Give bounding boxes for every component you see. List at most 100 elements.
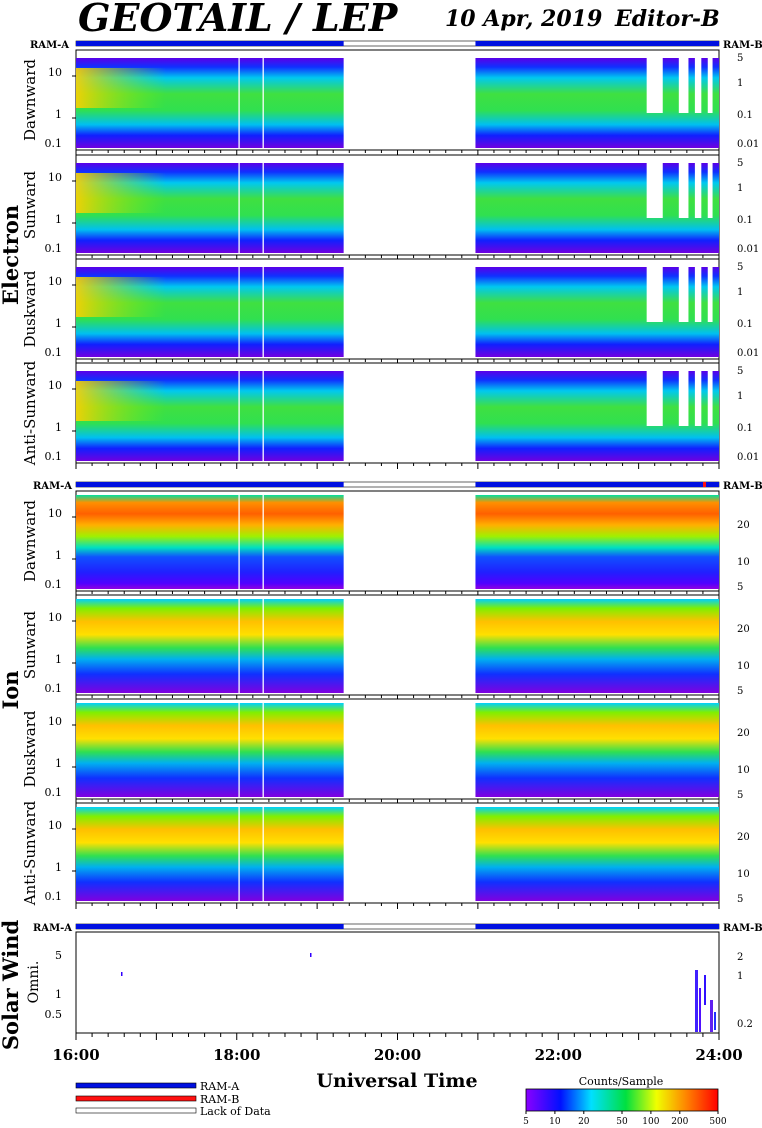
left-tick: 1	[55, 317, 62, 330]
right-tick: 5	[737, 686, 743, 697]
left-tick: 1	[55, 988, 62, 1001]
mode-label-right: RAM-B	[723, 481, 762, 492]
left-tick: 0.1	[45, 890, 63, 903]
right-tick: 20	[737, 728, 750, 739]
left-tick: 0.5	[45, 1008, 63, 1021]
right-tick: 5	[737, 582, 743, 593]
legend-item-lack-of-data: Lack of Data	[200, 1105, 271, 1118]
left-tick: 1	[55, 549, 62, 562]
left-tick: 10	[48, 171, 62, 184]
right-tick: 0.01	[737, 244, 759, 255]
right-tick: 5	[737, 790, 743, 801]
left-tick: 10	[48, 379, 62, 392]
mode-bar-electron: RAM-A RAM-B	[30, 40, 762, 51]
panel-label: Duskward	[21, 710, 39, 787]
right-tick: 0.1	[737, 110, 753, 121]
left-tick: 10	[48, 66, 62, 79]
right-tick: 10	[737, 661, 750, 672]
panel-solar-wind-omni: Omni. 5 1 0.5 2 1 0.2	[26, 931, 753, 1034]
mode-label-left: RAM-A	[33, 481, 72, 492]
right-tick: 1	[737, 391, 743, 402]
colorbar-tick: 100	[642, 1117, 659, 1127]
right-tick: 5	[737, 366, 743, 377]
left-tick: 10	[48, 275, 62, 288]
mode-label-left: RAM-A	[30, 40, 69, 51]
panel-label: Sunward	[21, 611, 39, 680]
right-tick: 20	[737, 520, 750, 531]
right-tick: 1	[737, 287, 743, 298]
spectrogram-panels: Dawnward 10 1 0.1 5 1 0.1 0.01 Sunward 10 1 0.1 5 1 0.…	[21, 49, 759, 909]
time-tick-label: 24:00	[695, 1046, 742, 1064]
plot-editor: Editor-B	[614, 6, 720, 32]
time-tick-label: 18:00	[213, 1046, 260, 1064]
left-tick: 10	[48, 819, 62, 832]
left-tick: 0.1	[45, 137, 63, 150]
panel-electron-anti-sunward: Anti-Sunward 10 1 0.1 5 1 0.1 0.01	[21, 360, 759, 469]
mode-bar-solar-wind: RAM-A RAM-B	[33, 923, 762, 934]
right-tick: 0.01	[737, 139, 759, 150]
plot-date: 10 Apr, 2019	[445, 6, 602, 32]
mode-label-right: RAM-B	[723, 923, 762, 934]
right-tick: 0.1	[737, 319, 753, 330]
left-tick: 10	[48, 507, 62, 520]
right-tick: 5	[737, 158, 743, 169]
left-tick: 0.1	[45, 682, 63, 695]
right-tick: 10	[737, 765, 750, 776]
mode-label-left: RAM-A	[33, 923, 72, 934]
left-tick: 10	[48, 611, 62, 624]
right-tick: 10	[737, 869, 750, 880]
right-tick: 20	[737, 832, 750, 843]
left-tick: 0.1	[45, 786, 63, 799]
mode-legend: RAM-A RAM-B Lack of Data	[75, 1080, 271, 1118]
colorbar-tick: 5	[523, 1117, 529, 1127]
left-tick: 0.1	[45, 346, 63, 359]
time-tick-label: 22:00	[535, 1046, 582, 1064]
mode-bar-ion: RAM-A RAM-B	[33, 481, 762, 492]
time-axis: 16:00 18:00 20:00 22:00 24:00	[52, 1033, 743, 1064]
panel-label: Anti-Sunward	[21, 360, 39, 466]
right-tick: 1	[737, 183, 743, 194]
mode-label-right: RAM-B	[723, 40, 762, 51]
right-tick: 0.1	[737, 423, 753, 434]
right-tick: 5	[737, 894, 743, 905]
right-tick: 5	[737, 262, 743, 273]
panel-label: Duskward	[21, 270, 39, 347]
time-tick-label: 16:00	[52, 1046, 99, 1064]
left-tick: 1	[55, 213, 62, 226]
group-label-ion: Ion	[0, 670, 23, 709]
colorbar-tick: 50	[616, 1117, 628, 1127]
colorbar: Counts/Sample 5 10 20 50 100 200 500	[523, 1075, 727, 1127]
panel-label: Dawnward	[21, 59, 39, 141]
right-tick: 5	[737, 53, 743, 64]
colorbar-title: Counts/Sample	[579, 1075, 664, 1088]
panel-ion-dawnward: Dawnward 10 1 0.1 20 10 5	[21, 490, 750, 597]
left-tick: 1	[55, 108, 62, 121]
legend-item-ram-b: RAM-B	[200, 1093, 239, 1106]
panel-ion-sunward: Sunward 10 1 0.1 20 10 5	[21, 594, 750, 701]
right-tick: 10	[737, 557, 750, 568]
panel-electron-duskward: Duskward 10 1 0.1 5 1 0.1 0.01	[21, 258, 759, 365]
right-tick: 0.01	[737, 348, 759, 359]
left-tick: 1	[55, 757, 62, 770]
left-tick: 0.1	[45, 450, 63, 463]
colorbar-tick: 10	[549, 1117, 561, 1127]
panel-label: Anti-Sunward	[21, 800, 39, 906]
left-tick: 5	[55, 949, 62, 962]
time-tick-label: 20:00	[374, 1046, 421, 1064]
right-tick: 1	[737, 78, 743, 89]
right-tick: 0.01	[737, 452, 759, 463]
right-tick: 20	[737, 624, 750, 635]
panel-label: Sunward	[21, 171, 39, 240]
left-tick: 10	[48, 715, 62, 728]
left-tick: 1	[55, 861, 62, 874]
right-tick: 2	[737, 952, 743, 963]
colorbar-tick: 20	[578, 1117, 590, 1127]
group-label-electron: Electron	[0, 205, 23, 305]
colorbar-tick: 200	[671, 1117, 688, 1127]
right-tick: 0.1	[737, 215, 753, 226]
panel-electron-dawnward: Dawnward 10 1 0.1 5 1 0.1 0.01	[21, 49, 759, 156]
left-tick: 0.1	[45, 242, 63, 255]
left-tick: 1	[55, 653, 62, 666]
panel-label: Dawnward	[21, 500, 39, 582]
